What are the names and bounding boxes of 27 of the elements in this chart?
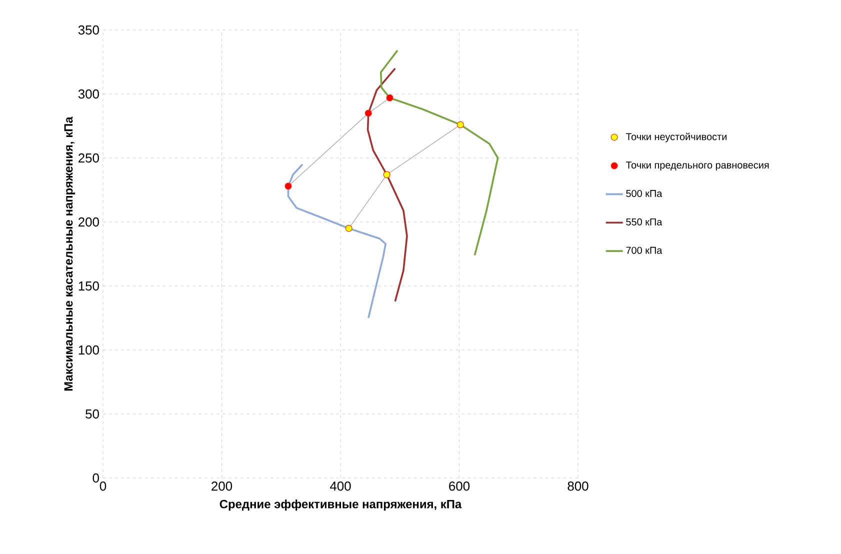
line-series — [380, 50, 499, 256]
y-tick-label: 50 — [86, 409, 99, 419]
legend-label: 500 кПа — [626, 190, 662, 198]
y-tick-label: 250 — [78, 153, 99, 163]
legend-label: 550 кПа — [626, 218, 662, 226]
y-tick-label: 200 — [78, 217, 99, 227]
y-tick-label: 300 — [78, 89, 99, 99]
point — [364, 110, 372, 117]
legend-label: 700 кПа — [626, 246, 662, 254]
point — [456, 121, 464, 128]
point — [345, 224, 352, 232]
legend-label: Точки неустойчивости — [626, 132, 726, 142]
y-tick-label: 0 — [92, 473, 99, 483]
y-tick-label: 100 — [78, 345, 99, 355]
x-axis-title: Средние эффективные напряжения, кПа — [220, 500, 462, 511]
x-tick-label: 0 — [100, 482, 106, 491]
point — [386, 94, 394, 102]
x-tick-label: 600 — [449, 482, 470, 491]
legend-label: Точки предельного равновесия — [626, 162, 769, 171]
x-tick-label: 400 — [330, 482, 351, 491]
y-tick-label: 150 — [78, 281, 99, 291]
y-tick-label: 350 — [78, 25, 99, 35]
point — [284, 182, 292, 190]
x-tick-label: 200 — [212, 482, 232, 491]
y-axis-title: Максимальные касательные напряжения, кПа — [64, 116, 76, 391]
x-tick-label: 800 — [568, 482, 588, 491]
point — [383, 171, 390, 178]
